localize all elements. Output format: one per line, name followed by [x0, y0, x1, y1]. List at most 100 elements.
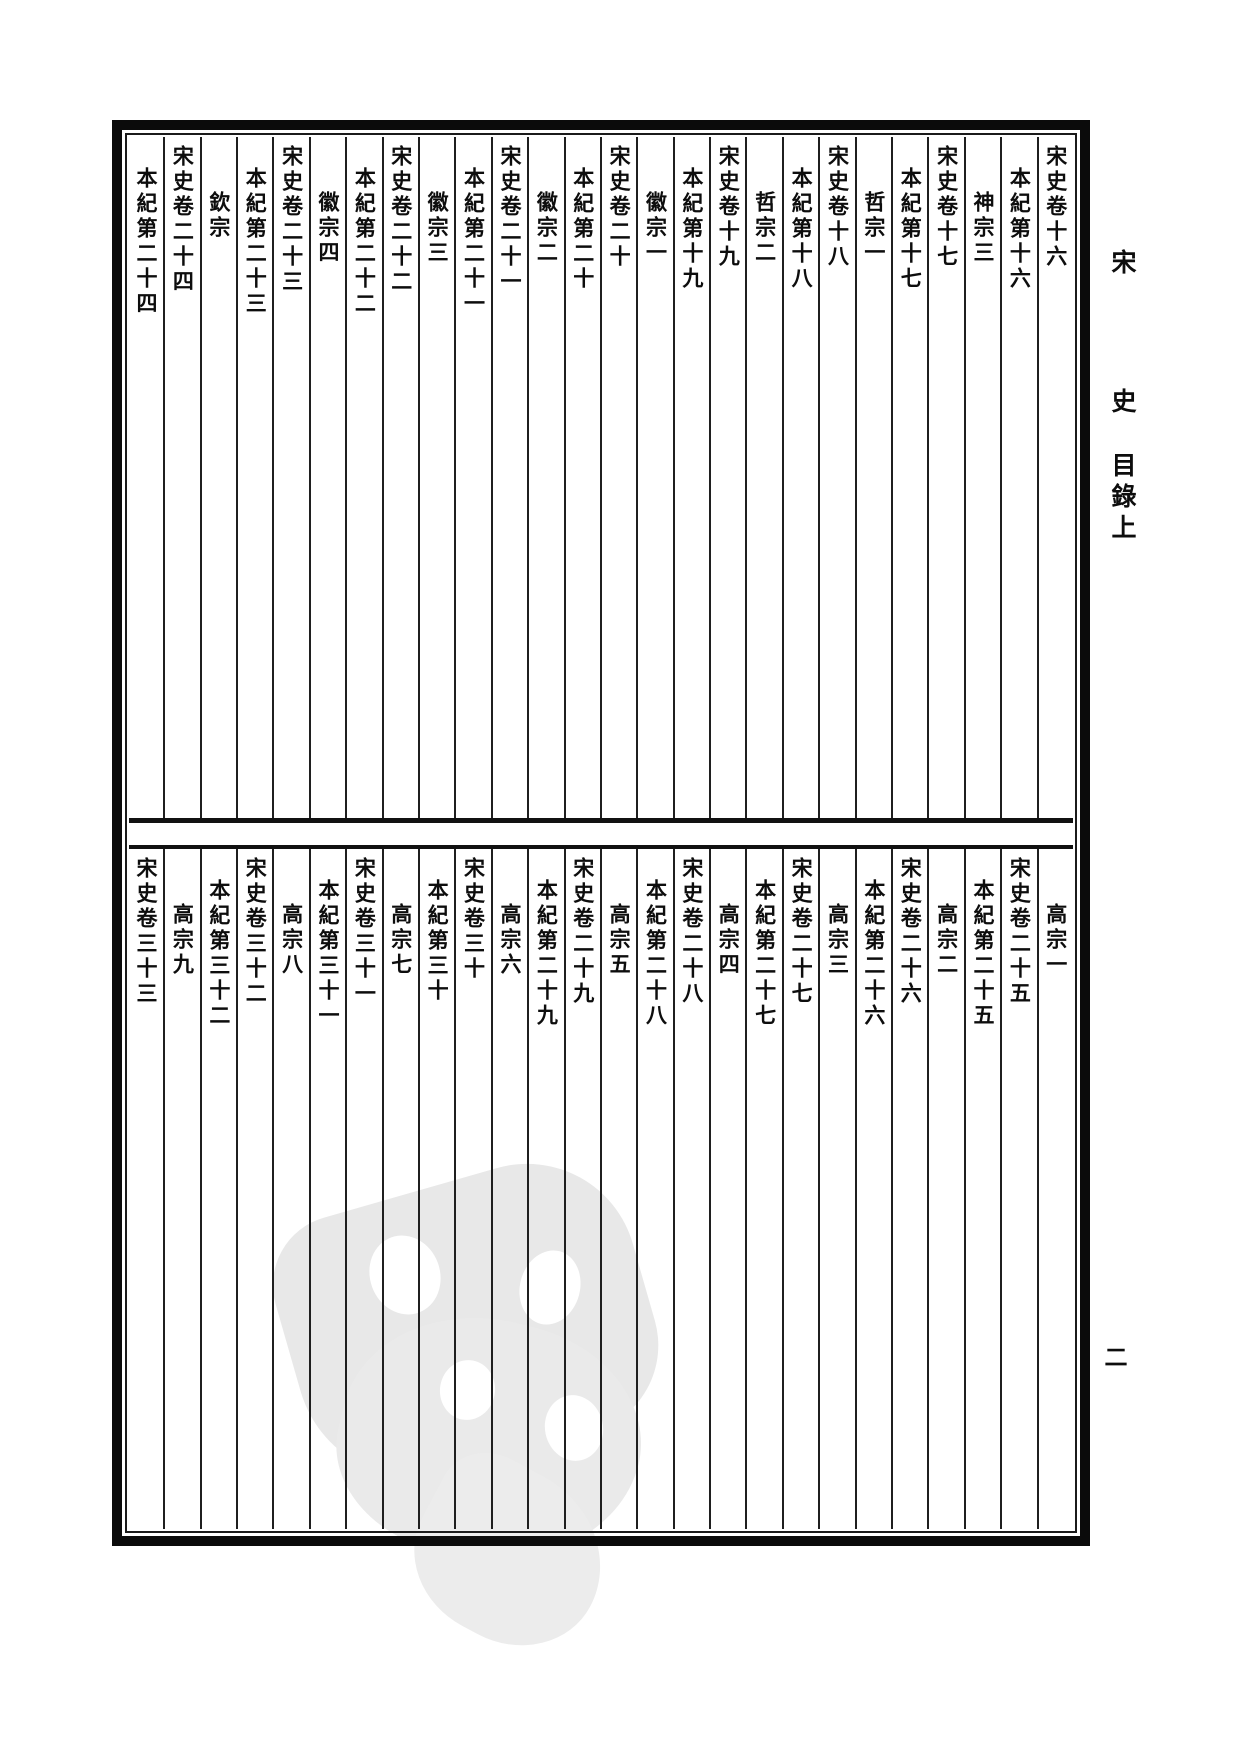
toc-entry-text: 宋史卷三十 [461, 856, 486, 982]
toc-entry-text: 高宗二 [934, 902, 959, 978]
toc-entry-text: 宋史卷三十三 [134, 856, 159, 1007]
toc-column: 高宗八 [272, 848, 308, 1529]
toc-entry-text: 本紀第十七 [898, 167, 923, 292]
toc-entry-text: 本紀第二十二 [352, 167, 377, 317]
toc-column: 宋史卷二十四 [163, 137, 199, 818]
toc-column: 宋史卷二十七 [781, 848, 818, 1529]
toc-column: 宋史卷二十九 [563, 848, 600, 1529]
toc-entry-text: 宋史卷二十一 [497, 145, 522, 295]
toc-entry-text: 宋史卷十九 [716, 145, 741, 270]
toc-column: 徽宗二 [527, 137, 563, 818]
toc-column: 本紀第二十五 [963, 848, 1000, 1529]
toc-column: 宋史卷十七 [927, 137, 963, 818]
toc-column: 本紀第十九 [672, 137, 709, 818]
toc-lower-half: 高宗一 宋史卷二十五 本紀第二十五 高宗二 宋史卷二十六 本紀第二十六 高宗三 … [129, 848, 1073, 1530]
toc-entry-text: 徽宗四 [315, 191, 340, 266]
margin-title-book-char1: 宋 [1108, 249, 1135, 280]
toc-column: 宋史卷二十六 [891, 848, 927, 1529]
toc-entry-text: 宋史卷十六 [1043, 145, 1068, 270]
toc-column: 本紀第十七 [891, 137, 927, 818]
toc-entry-text: 本紀第十六 [1007, 167, 1032, 292]
toc-entry-text: 本紀第三十 [425, 878, 450, 1004]
toc-column: 宋史卷十六 [1036, 137, 1073, 818]
toc-column: 宋史卷三十三 [129, 849, 163, 1530]
toc-entry-text: 本紀第二十八 [643, 878, 668, 1029]
toc-column: 宋史卷三十一 [345, 848, 381, 1529]
toc-column: 本紀第二十三 [236, 137, 272, 818]
toc-column: 宋史卷二十八 [672, 848, 709, 1529]
toc-column: 哲宗二 [745, 137, 781, 818]
toc-entry-text: 本紀第二十六 [861, 878, 886, 1029]
toc-entry-text: 神宗三 [971, 191, 996, 266]
toc-column: 本紀第三十一 [308, 848, 345, 1529]
toc-entry-text: 本紀第三十一 [315, 878, 340, 1029]
toc-entry-text: 宋史卷二十三 [279, 145, 304, 295]
toc-column: 宋史卷二十一 [490, 137, 527, 818]
toc-entry-text: 高宗九 [170, 902, 195, 978]
toc-entry-text: 本紀第二十五 [971, 878, 996, 1029]
toc-entry-text: 高宗七 [388, 902, 413, 978]
toc-column: 高宗九 [163, 848, 199, 1529]
toc-column: 徽宗三 [417, 137, 454, 818]
toc-column: 徽宗四 [308, 137, 345, 818]
toc-column: 宋史卷二十 [599, 137, 636, 818]
toc-column: 本紀第二十四 [129, 137, 163, 818]
toc-entry-text: 高宗五 [607, 902, 632, 978]
toc-entry-text: 宋史卷二十九 [570, 856, 595, 1007]
toc-entry-text: 本紀第二十七 [752, 878, 777, 1029]
toc-entry-text: 欽宗 [206, 191, 231, 241]
toc-entry-text: 本紀第十八 [789, 167, 814, 292]
half-page-divider [129, 817, 1073, 849]
toc-column: 宋史卷三十 [454, 848, 490, 1529]
toc-entry-text: 宋史卷十七 [934, 145, 959, 270]
margin-title-section: 目錄上 [1108, 452, 1135, 545]
toc-entry-text: 本紀第三十二 [206, 878, 231, 1029]
toc-upper-half: 宋史卷十六 本紀第十六 神宗三 宋史卷十七 本紀第十七 哲宗一 宋史卷十八 本紀… [129, 137, 1073, 818]
toc-entry-text: 高宗三 [825, 902, 850, 978]
toc-column: 本紀第十六 [1000, 137, 1036, 818]
toc-entry-text: 徽宗一 [643, 191, 668, 266]
toc-entry-text: 本紀第十九 [679, 167, 704, 292]
toc-entry-text: 哲宗二 [752, 191, 777, 266]
toc-entry-text: 宋史卷二十 [607, 145, 632, 270]
toc-entry-text: 宋史卷二十二 [388, 145, 413, 295]
toc-entry-text: 哲宗一 [861, 191, 886, 266]
toc-column: 高宗一 [1036, 848, 1073, 1529]
toc-column: 高宗五 [599, 848, 636, 1529]
toc-column: 宋史卷二十二 [381, 137, 418, 818]
toc-entry-text: 本紀第二十一 [461, 167, 486, 317]
toc-column: 神宗三 [963, 137, 1000, 818]
toc-column: 本紀第三十二 [199, 848, 236, 1529]
toc-column: 欽宗 [199, 137, 236, 818]
toc-entry-text: 宋史卷二十七 [789, 856, 814, 1007]
toc-column: 本紀第二十七 [745, 848, 781, 1529]
toc-column: 高宗二 [927, 848, 963, 1529]
toc-column: 本紀第二十八 [636, 848, 672, 1529]
toc-entry-text: 本紀第二十九 [534, 878, 559, 1029]
toc-column: 宋史卷十八 [818, 137, 854, 818]
toc-column: 宋史卷三十二 [236, 848, 272, 1529]
toc-column: 高宗六 [490, 848, 527, 1529]
toc-entry-text: 徽宗三 [425, 191, 450, 266]
toc-entry-text: 宋史卷二十八 [679, 856, 704, 1007]
toc-column: 本紀第三十 [417, 848, 454, 1529]
toc-column: 宋史卷十九 [709, 137, 745, 818]
toc-entry-text: 本紀第二十 [570, 167, 595, 292]
toc-entry-text: 高宗六 [497, 902, 522, 978]
toc-column: 本紀第十八 [781, 137, 818, 818]
toc-column: 宋史卷二十三 [272, 137, 308, 818]
toc-column: 宋史卷二十五 [1000, 848, 1036, 1529]
content-frame: 宋史卷十六 本紀第十六 神宗三 宋史卷十七 本紀第十七 哲宗一 宋史卷十八 本紀… [112, 120, 1090, 1546]
toc-entry-text: 宋史卷三十二 [243, 856, 268, 1007]
toc-column: 本紀第二十 [563, 137, 600, 818]
toc-entry-text: 高宗四 [716, 902, 741, 978]
toc-entry-text: 宋史卷三十一 [352, 856, 377, 1007]
toc-column: 高宗三 [818, 848, 854, 1529]
page-number: 二 [1101, 1345, 1126, 1368]
toc-entry-text: 高宗一 [1043, 902, 1068, 978]
toc-entry-text: 宋史卷十八 [825, 145, 850, 270]
toc-column: 本紀第二十二 [345, 137, 381, 818]
toc-column: 本紀第二十九 [527, 848, 563, 1529]
toc-column: 高宗七 [381, 848, 418, 1529]
